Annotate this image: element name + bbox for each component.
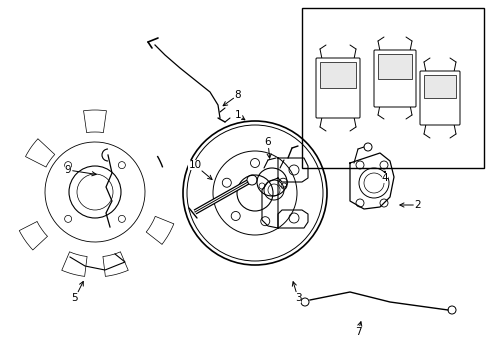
FancyBboxPatch shape xyxy=(419,71,459,125)
Text: 1: 1 xyxy=(234,110,244,120)
Text: 2: 2 xyxy=(399,200,421,210)
Text: 7: 7 xyxy=(354,322,361,337)
Text: 9: 9 xyxy=(64,165,96,176)
Bar xyxy=(423,75,455,98)
Text: 10: 10 xyxy=(188,160,212,180)
Bar xyxy=(302,8,483,168)
Text: 6: 6 xyxy=(264,137,271,158)
Bar xyxy=(377,54,411,79)
Text: 4: 4 xyxy=(381,171,387,183)
Text: 3: 3 xyxy=(292,282,301,303)
FancyBboxPatch shape xyxy=(315,58,359,118)
Text: 5: 5 xyxy=(72,282,83,303)
Text: 8: 8 xyxy=(223,90,241,106)
FancyBboxPatch shape xyxy=(373,50,415,107)
Bar xyxy=(319,62,355,88)
